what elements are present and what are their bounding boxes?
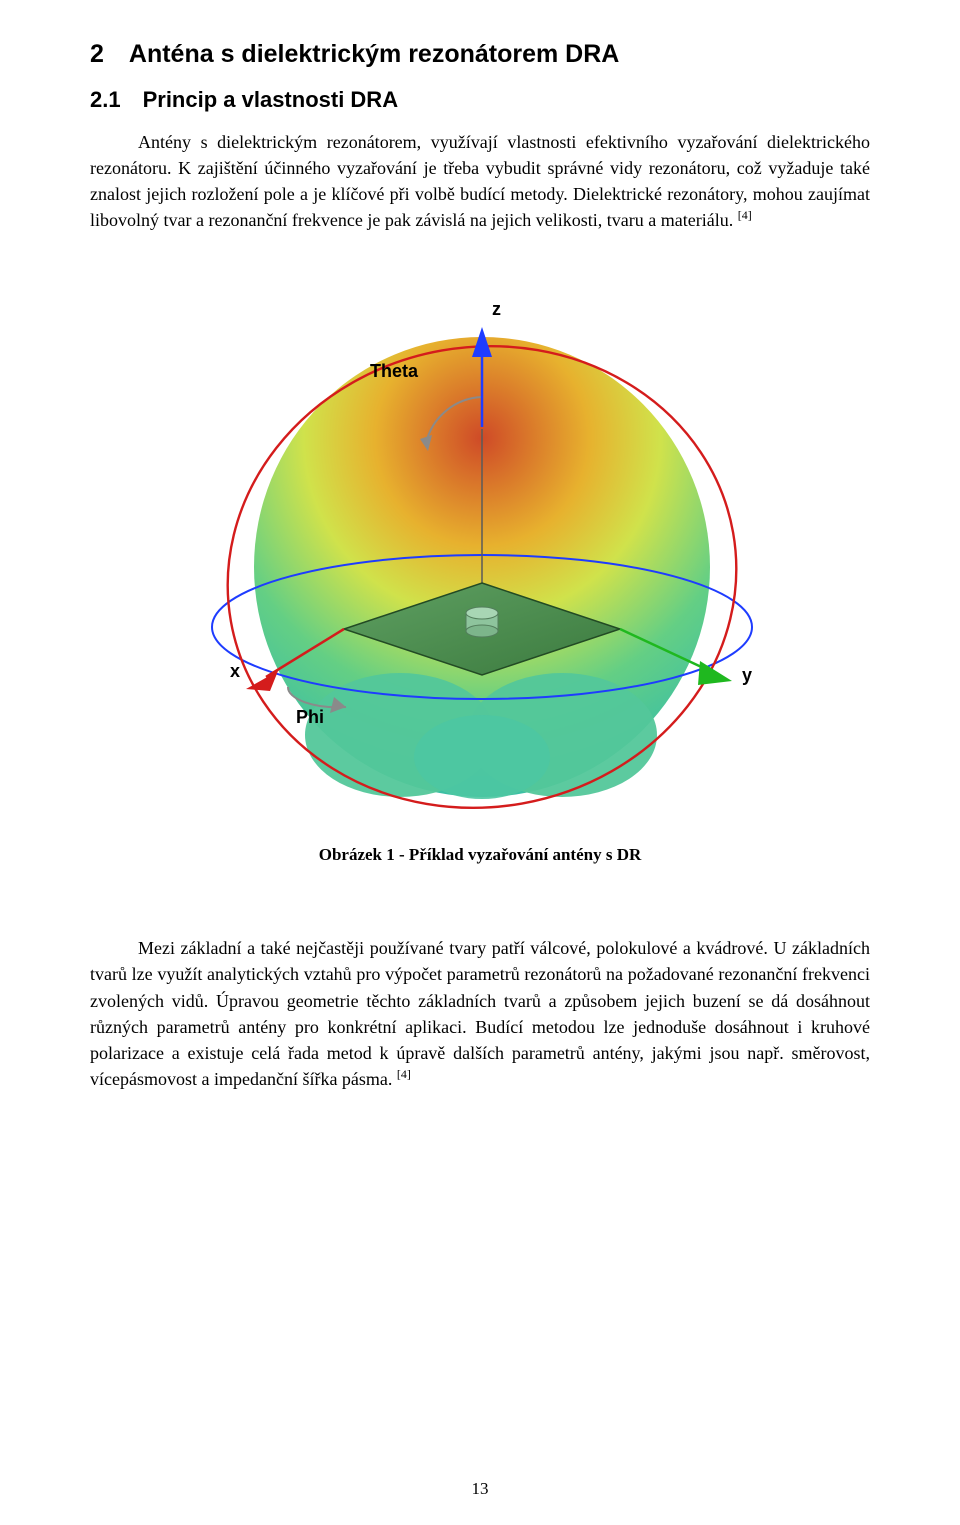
figure-1-container: z Theta x Phi y [90,257,870,837]
page-number: 13 [472,1479,489,1499]
paragraph-2: Mezi základní a také nejčastěji používan… [90,935,870,1092]
paragraph-1-cite: [4] [738,208,752,222]
figure-1-svg: z Theta x Phi y [170,257,790,837]
phi-label: Phi [296,707,324,727]
heading-1: 2 Anténa s dielektrickým rezonátorem DRA [90,40,870,69]
z-axis-label: z [492,299,501,319]
x-axis-label: x [230,661,240,681]
y-axis-label: y [742,665,752,685]
paragraph-1: Antény s dielektrickým rezonátorem, využ… [90,129,870,233]
paragraph-2-text: Mezi základní a také nejčastěji používan… [90,938,870,1088]
paragraph-2-cite: [4] [397,1067,411,1081]
theta-label: Theta [370,361,419,381]
heading-2: 2.1 Princip a vlastnosti DRA [90,87,870,113]
figure-1-caption: Obrázek 1 - Příklad vyzařování antény s … [90,845,870,865]
dra-puck [466,607,498,637]
paragraph-1-text: Antény s dielektrickým rezonátorem, využ… [90,132,870,230]
